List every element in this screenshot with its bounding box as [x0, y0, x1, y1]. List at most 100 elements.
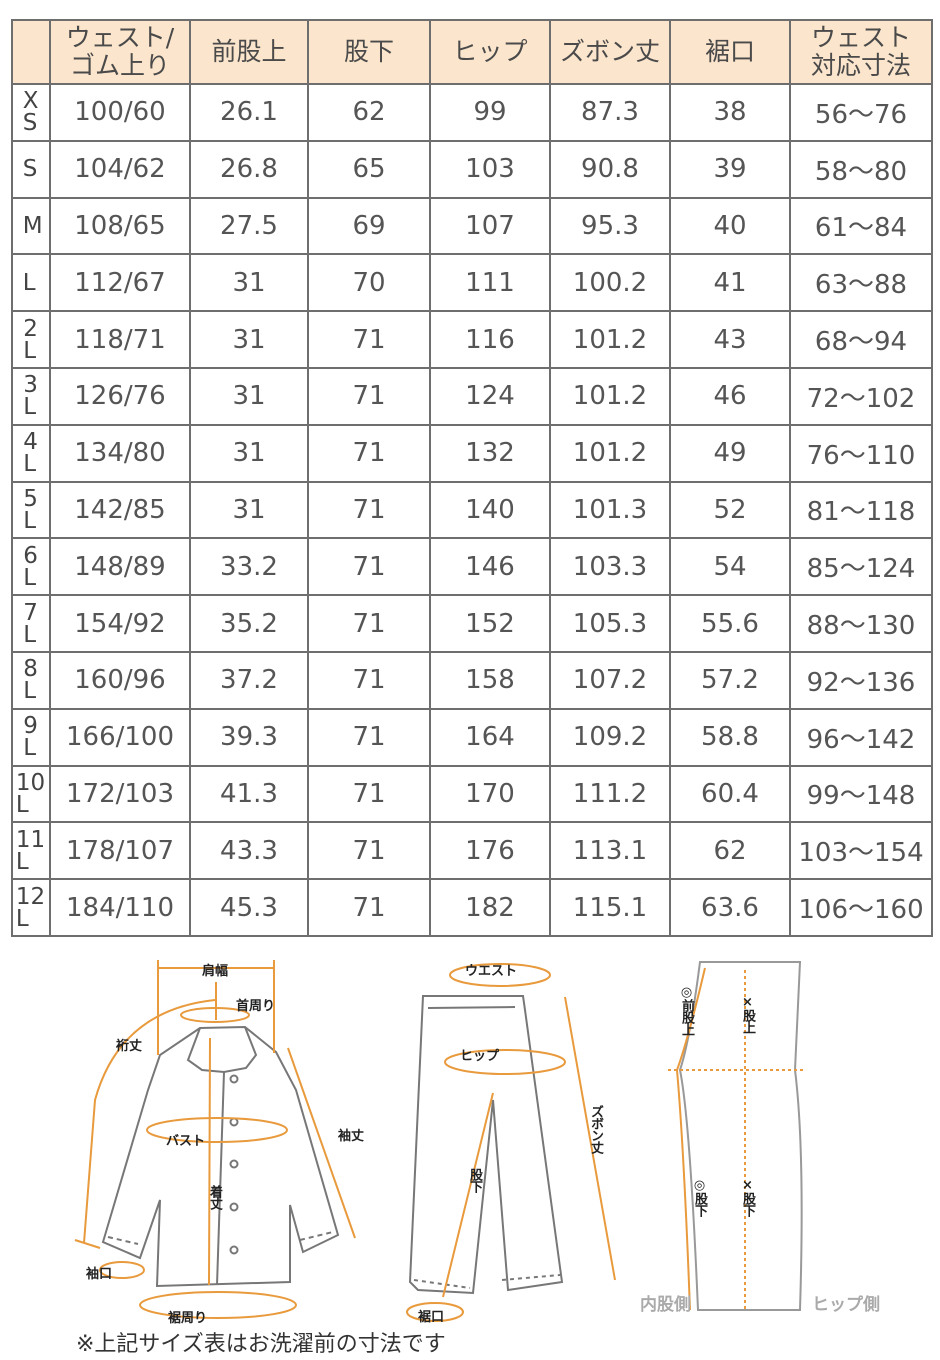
table-cell: 164 — [429, 707, 551, 767]
size-cell: 12L — [11, 878, 51, 937]
table-row: 9L 166/100 39.3 71 164 109.2 58.8 96～142 — [11, 707, 933, 767]
size-cell: 3L — [11, 366, 51, 426]
label-hip-side: ヒップ側 — [812, 1295, 880, 1315]
table-cell: 62 — [669, 821, 791, 881]
table-cell: 52 — [669, 480, 791, 540]
table-row: 7L 154/92 35.2 71 152 105.3 55.6 88～130 — [11, 594, 933, 653]
table-cell: 39.3 — [189, 707, 309, 767]
table-cell: 31 — [189, 253, 309, 313]
header-row: ウェスト/ ゴム上り 前股上 股下 ヒップ ズボン丈 裾口 ウェスト 対応寸法 — [11, 19, 933, 85]
table-cell: 71 — [307, 650, 431, 710]
table-cell: 46 — [669, 366, 791, 426]
size-cell: 11L — [11, 821, 51, 881]
table-cell: 124 — [429, 366, 551, 426]
table-row: S 104/62 26.8 65 103 90.8 39 58～80 — [11, 139, 933, 199]
column-header: ウェスト/ ゴム上り — [49, 19, 191, 85]
table-cell: 118/71 — [49, 310, 191, 369]
table-cell: 71 — [307, 537, 431, 597]
table-cell: 103.3 — [549, 537, 671, 597]
table-cell: 115.1 — [549, 878, 671, 937]
table-cell: 31 — [189, 480, 309, 540]
table-cell: 71 — [307, 821, 431, 881]
size-label: M — [22, 213, 43, 240]
table-cell: 58～80 — [789, 139, 933, 199]
size-cell: XS — [11, 83, 51, 142]
table-row: XS 100/60 26.1 62 99 87.3 38 56～76 — [11, 83, 933, 142]
table-cell: 58.8 — [669, 707, 791, 767]
table-cell: 166/100 — [49, 707, 191, 767]
label-inseam-x: ×股下 — [740, 1178, 755, 1216]
table-cell: 71 — [307, 594, 431, 653]
table-cell: 103 — [429, 139, 551, 199]
size-cell: 5L — [11, 480, 51, 540]
table-cell: 56～76 — [789, 83, 933, 142]
table-row: 4L 134/80 31 71 132 101.2 49 76～110 — [11, 423, 933, 483]
table-cell: 88～130 — [789, 594, 933, 653]
table-row: L 112/67 31 70 111 100.2 41 63～88 — [11, 253, 933, 313]
table-cell: 65 — [307, 139, 431, 199]
label-cuff: 袖口 — [86, 1267, 113, 1282]
jacket-outline — [101, 1025, 340, 1288]
table-cell: 68～94 — [789, 310, 933, 369]
table-cell: 95.3 — [549, 196, 671, 256]
size-label: 4L — [23, 429, 38, 478]
table-cell: 126/76 — [49, 366, 191, 426]
table-row: 12L 184/110 45.3 71 182 115.1 63.6 106～160 — [11, 878, 933, 937]
size-table: ウェスト/ ゴム上り 前股上 股下 ヒップ ズボン丈 裾口 ウェスト 対応寸法 XS 100/… — [11, 19, 933, 937]
side-view-measure-lines — [668, 967, 805, 1311]
size-label: 2L — [23, 315, 38, 364]
table-cell: 81～118 — [789, 480, 933, 540]
table-cell: 71 — [307, 764, 431, 824]
table-cell: 85～124 — [789, 537, 933, 597]
table-cell: 96～142 — [789, 707, 933, 767]
pants-outline — [408, 995, 564, 1295]
table-cell: 71 — [307, 480, 431, 540]
table-cell: 107 — [429, 196, 551, 256]
table-cell: 31 — [189, 310, 309, 369]
size-label: 10L — [15, 769, 46, 818]
table-cell: 99～148 — [789, 764, 933, 824]
label-inseam-o: ◎股下 — [692, 1178, 707, 1216]
table-cell: 71 — [307, 423, 431, 483]
side-view-outline — [678, 961, 803, 1311]
table-cell: 60.4 — [669, 764, 791, 824]
table-cell: 142/85 — [49, 480, 191, 540]
label-hem: 裾周り — [168, 1311, 208, 1326]
table-cell: 62 — [307, 83, 431, 142]
table-cell: 109.2 — [549, 707, 671, 767]
size-label: 6L — [23, 542, 38, 591]
table-cell: 71 — [307, 707, 431, 767]
table-cell: 104/62 — [49, 139, 191, 199]
label-sleeve: 袖丈 — [338, 1129, 365, 1144]
size-cell: 2L — [11, 310, 51, 369]
table-row: 5L 142/85 31 71 140 101.3 52 81～118 — [11, 480, 933, 540]
table-cell: 107.2 — [549, 650, 671, 710]
table-cell: 106～160 — [789, 878, 933, 937]
label-shoulder-width: 肩幅 — [202, 964, 229, 979]
header-corner — [11, 19, 51, 85]
table-cell: 43.3 — [189, 821, 309, 881]
table-cell: 111 — [429, 253, 551, 313]
size-label: S — [22, 156, 38, 183]
table-row: 2L 118/71 31 71 116 101.2 43 68～94 — [11, 310, 933, 369]
label-inseam: 股下 — [467, 1168, 482, 1192]
table-cell: 184/110 — [49, 878, 191, 937]
table-cell: 71 — [307, 310, 431, 369]
size-cell: S — [11, 139, 51, 199]
table-cell: 49 — [669, 423, 791, 483]
table-cell: 55.6 — [669, 594, 791, 653]
table-row: 6L 148/89 33.2 71 146 103.3 54 85～124 — [11, 537, 933, 597]
size-cell: 6L — [11, 537, 51, 597]
table-cell: 27.5 — [189, 196, 309, 256]
size-label: 8L — [23, 656, 38, 705]
label-length: 着丈 — [207, 1185, 222, 1209]
size-cell: M — [11, 196, 51, 256]
size-cell: 8L — [11, 650, 51, 710]
size-label: XS — [22, 88, 39, 137]
wash-note: ※上記サイズ表はお洗濯前の寸法です — [76, 1332, 446, 1357]
table-cell: 146 — [429, 537, 551, 597]
table-cell: 160/96 — [49, 650, 191, 710]
table-cell: 70 — [307, 253, 431, 313]
table-cell: 103～154 — [789, 821, 933, 881]
